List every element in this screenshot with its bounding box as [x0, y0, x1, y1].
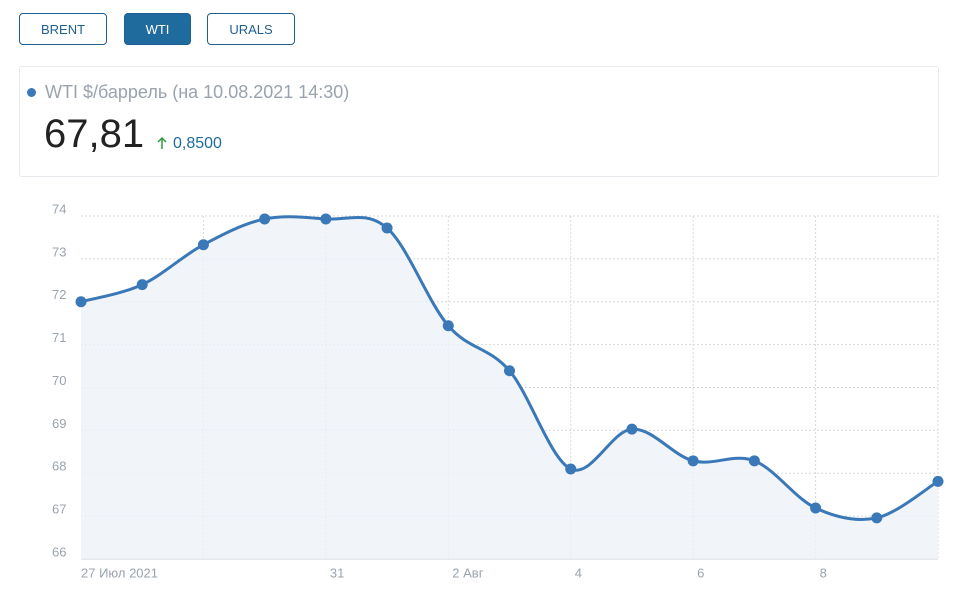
tab-button[interactable]: WTI	[124, 13, 191, 45]
point	[320, 213, 332, 225]
point	[810, 502, 822, 514]
point	[136, 279, 148, 291]
quote-label: WTI $/баррель (на 10.08.2021 14:30)	[45, 82, 350, 102]
point	[565, 463, 577, 475]
x-tick-label: 27 Июл 2021	[81, 565, 158, 580]
point	[687, 455, 699, 467]
y-tick-label: 69	[52, 416, 66, 431]
quote-change: 0,8500	[173, 135, 222, 152]
x-tick-label: 4	[575, 565, 582, 580]
point	[932, 475, 944, 487]
point	[259, 213, 271, 225]
y-tick-label: 70	[52, 373, 66, 388]
tab-button[interactable]: URALS	[207, 13, 295, 45]
quote-box	[19, 66, 939, 177]
x-tick-label: 8	[820, 565, 827, 580]
x-tick-label: 6	[697, 565, 704, 580]
y-tick-label: 74	[52, 201, 66, 216]
x-tick-label: 2 Авг	[452, 565, 483, 580]
point	[197, 239, 209, 251]
y-tick-label: 67	[52, 502, 66, 517]
point	[381, 222, 393, 234]
point	[504, 365, 515, 377]
point	[871, 512, 883, 524]
up-arrow	[157, 136, 167, 149]
point	[442, 320, 454, 332]
point	[75, 296, 87, 308]
y-tick-label: 68	[52, 459, 66, 474]
quote-price: 67,81	[44, 112, 145, 156]
y-tick-label: 72	[52, 287, 66, 302]
line	[80, 215, 939, 521]
point	[748, 455, 760, 467]
y-tick-label: 73	[52, 244, 66, 259]
area	[81, 216, 938, 560]
y-tick-label: 71	[52, 330, 66, 345]
legend-dot	[27, 88, 36, 97]
point	[626, 423, 638, 435]
y-tick-label: 66	[52, 544, 66, 559]
x-tick-label: 31	[330, 565, 344, 580]
tab-button[interactable]: BRENT	[19, 13, 107, 45]
